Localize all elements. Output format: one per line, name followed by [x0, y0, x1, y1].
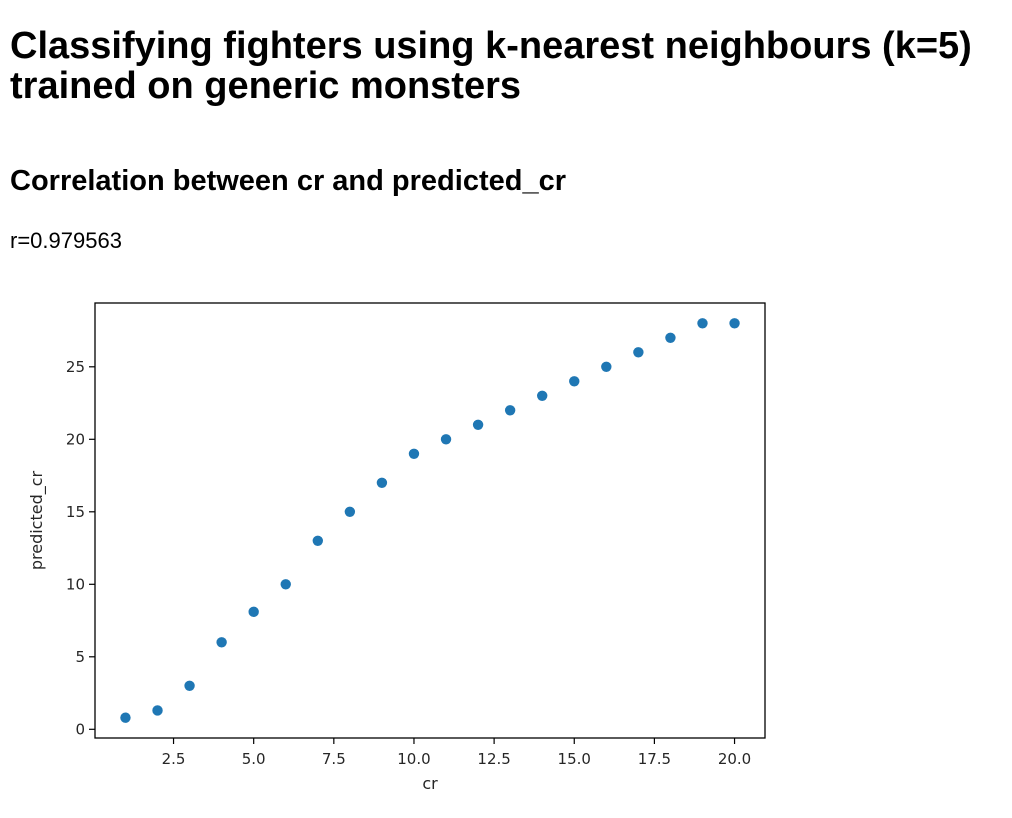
data-point — [601, 361, 612, 372]
x-tick-label: 12.5 — [477, 750, 510, 768]
scatter-chart: 2.5 5.0 7.5 10.0 12.5 15.0 17.5 20.0 0 5 10 15 20 25… — [0, 280, 800, 810]
data-point — [152, 705, 163, 716]
page-title: Classifying fighters using k-nearest nei… — [10, 25, 972, 107]
x-ticks: 2.5 5.0 7.5 10.0 12.5 15.0 17.5 20.0 — [162, 738, 751, 768]
scatter-chart-svg: 2.5 5.0 7.5 10.0 12.5 15.0 17.5 20.0 0 5 10 15 20 25… — [27, 302, 766, 793]
x-tick-label: 15.0 — [558, 750, 591, 768]
y-tick-label: 15 — [66, 503, 85, 521]
points-layer — [120, 318, 740, 723]
x-axis-label: cr — [422, 774, 438, 793]
x-tick-label: 20.0 — [718, 750, 751, 768]
y-axis-label: predicted_cr — [27, 470, 47, 570]
data-point — [697, 318, 708, 329]
data-point — [408, 448, 420, 459]
data-point — [184, 680, 195, 691]
data-point — [665, 332, 676, 343]
data-point — [120, 712, 131, 723]
data-point — [248, 606, 259, 618]
data-point — [569, 376, 580, 387]
data-point — [344, 506, 356, 517]
section-title: Correlation between cr and predicted_cr — [10, 165, 566, 197]
x-tick-label: 17.5 — [638, 750, 671, 768]
y-tick-label: 10 — [66, 575, 85, 593]
data-point — [440, 434, 452, 445]
data-point — [376, 477, 388, 488]
x-tick-label: 7.5 — [322, 750, 346, 768]
x-tick-label: 2.5 — [162, 750, 186, 768]
data-point — [504, 405, 516, 416]
y-tick-label: 25 — [66, 358, 85, 376]
x-tick-label: 10.0 — [397, 750, 430, 768]
data-point — [537, 390, 548, 401]
y-tick-label: 5 — [75, 648, 85, 666]
data-point — [729, 318, 740, 329]
y-ticks: 0 5 10 15 20 25 — [66, 358, 95, 738]
data-point — [280, 579, 291, 590]
x-tick-label: 5.0 — [242, 750, 266, 768]
data-point — [633, 347, 644, 358]
plot-frame — [94, 302, 766, 739]
correlation-value: r=0.979563 — [10, 228, 122, 253]
y-tick-label: 20 — [66, 430, 85, 448]
data-point — [216, 637, 227, 648]
data-point — [312, 535, 323, 546]
y-tick-label: 0 — [75, 720, 85, 738]
data-point — [472, 419, 484, 430]
